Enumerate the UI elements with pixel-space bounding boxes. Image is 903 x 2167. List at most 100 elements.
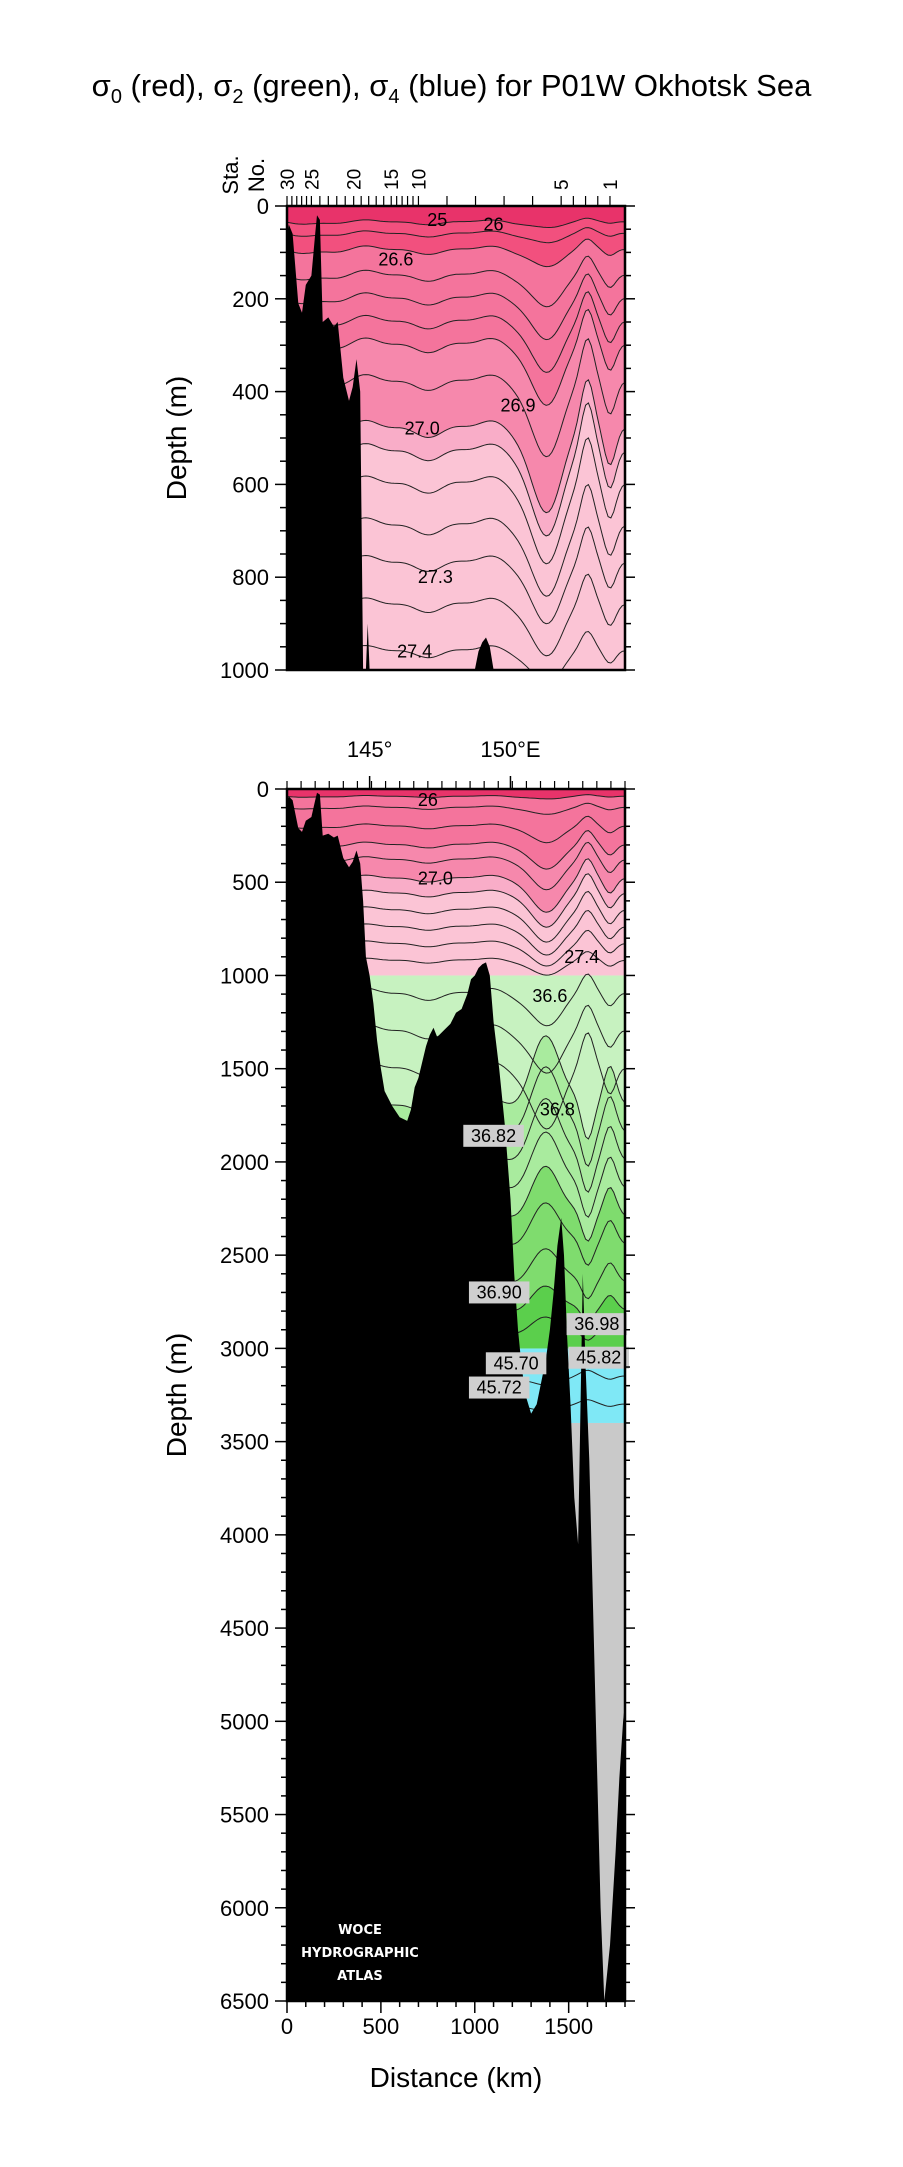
longitude-tick-label: 150°E [480,737,540,762]
lower-label-box [568,1346,629,1369]
station-number: 30 [278,169,299,190]
upper-contour-line [287,308,625,406]
station-number: 1 [601,179,622,190]
lower-contour-label: 45.72 [477,1378,522,1398]
station-number: 25 [302,169,323,190]
upper-contour-label: 26.6 [378,249,413,269]
upper-y-tick-label: 1000 [220,658,269,683]
lower-x-tick-label: 1000 [450,2014,499,2039]
upper-y-tick-label: 400 [232,380,269,405]
lower-y-label: Depth (m) [161,1333,192,1457]
sigma0-desc: (red), [121,68,214,103]
sigma0-subscript: 0 [110,86,122,109]
lower-label-box [463,1124,524,1147]
lower-contour-label: 36.98 [574,1314,619,1334]
logo-line-atlas: ATLAS [337,1969,383,1984]
upper-contour-labels: 25 26 26.6 26.9 27.0 27.3 27.4 [378,210,535,662]
lower-contour-label: 45.70 [494,1353,539,1373]
upper-y-tick-label: 200 [232,287,269,312]
upper-y-tick-label: 0 [257,194,269,219]
lower-label-box [468,1376,530,1399]
sigma0-symbol: σ [91,68,111,103]
upper-contour-line [287,273,625,341]
lower-x-tick-label: 500 [363,2014,400,2039]
sigma4-desc: (blue) for P01W Okhotsk Sea [399,68,812,103]
lower-contour-sigma0 [287,794,625,800]
upper-contour-label: 25 [427,210,447,230]
lower-contour-sigma0 [287,815,625,844]
lower-y-tick-label: 4000 [220,1523,269,1548]
lower-y-tick-label: 5000 [220,1709,269,1734]
lower-y-tick-label: 3000 [220,1336,269,1361]
lower-y-tick-label: 500 [232,870,269,895]
upper-fill-25 [287,206,625,228]
lower-y-tick-label: 2500 [220,1243,269,1268]
station-number: 20 [345,169,366,190]
lower-y-tick-label: 3500 [220,1430,269,1455]
upper-contour-label: 26.9 [500,396,535,416]
lower-contour-sigma0 [287,802,625,815]
lower-fill-sigma0-25 [287,789,625,799]
station-label-sta: Sta. [218,155,243,194]
upper-contour-line [287,227,625,244]
woce-atlas-logo: WOCE HYDROGRAPHIC ATLAS [301,1923,419,1984]
upper-station-axis: 30 25 20 15 10 5 1 [278,169,622,206]
sigma2-desc: (green), [243,68,370,103]
logo-line-hydrographic: HYDROGRAPHIC [301,1946,419,1961]
sigma2-symbol: σ [213,68,233,103]
lower-bathymetry [287,792,625,2001]
upper-contour-label: 27.3 [418,567,453,587]
station-number: 15 [382,169,403,190]
lower-y-tick-label: 0 [257,777,269,802]
upper-bathymetry [287,215,494,670]
lower-label-box [468,1281,530,1304]
upper-y-tick-label: 600 [232,472,269,497]
sigma4-symbol: σ [369,68,389,103]
lower-contour-labels: 26 27.0 27.4 36.6 36.8 36.82 36.90 36.98 45.70 45… [418,790,629,1399]
logo-line-woce: WOCE [338,1923,382,1938]
upper-y-label: Depth (m) [161,376,192,500]
lower-contour-label: 36.90 [477,1282,522,1302]
lower-longitude-axis: 145° 150°E [286,737,626,789]
lower-y-tick-label: 1500 [220,1057,269,1082]
upper-density-fills [287,206,625,670]
lower-contour-label: 36.6 [532,986,567,1006]
upper-contour-line [287,238,625,268]
upper-contour-label: 27.0 [405,419,440,439]
station-number: 5 [552,179,573,190]
upper-contour-line [287,291,625,373]
lower-contour-label: 27.4 [564,947,599,967]
lower-contour-label: 36.8 [540,1100,575,1120]
lower-contour-label: 26 [418,790,438,810]
upper-contour-label: 26 [484,215,504,235]
lower-panel: 26 27.0 27.4 36.6 36.8 36.82 36.90 36.98 45.70 45… [161,737,635,2093]
figure-title: σ0 (red), σ2 (green), σ4 (blue) for P01W… [0,68,903,109]
lower-contour-label: 36.82 [471,1126,516,1146]
lower-x-axis: 0 500 1000 1500 [281,2001,626,2039]
station-number: 10 [409,169,430,190]
lower-y-axis: 0 500 1000 1500 2000 2500 3000 3500 4000 4500 5000… [220,777,635,2014]
lower-x-tick-label: 0 [281,2014,293,2039]
lower-x-tick-label: 1500 [544,2014,593,2039]
lower-label-box [566,1313,628,1336]
lower-contour-label: 45.82 [576,1348,621,1368]
lower-y-tick-label: 4500 [220,1616,269,1641]
station-label-no: No. [244,158,269,192]
lower-y-tick-label: 5500 [220,1803,269,1828]
sigma4-subscript: 4 [388,86,400,109]
upper-y-axis: 0 200 400 600 800 1000 [220,194,635,683]
upper-y-tick-label: 800 [232,565,269,590]
lower-y-tick-label: 1000 [220,963,269,988]
lower-y-tick-label: 6000 [220,1896,269,1921]
upper-contour-label: 27.4 [397,641,432,661]
lower-label-box [485,1352,547,1375]
lower-y-tick-label: 2000 [220,1150,269,1175]
longitude-tick-label: 145° [347,737,393,762]
upper-contour-line [287,217,625,229]
sigma2-subscript: 2 [232,86,244,109]
lower-fill-sigma0-26-6 [287,789,625,870]
lower-x-label: Distance (km) [370,2062,543,2093]
upper-contour-line [287,255,625,308]
